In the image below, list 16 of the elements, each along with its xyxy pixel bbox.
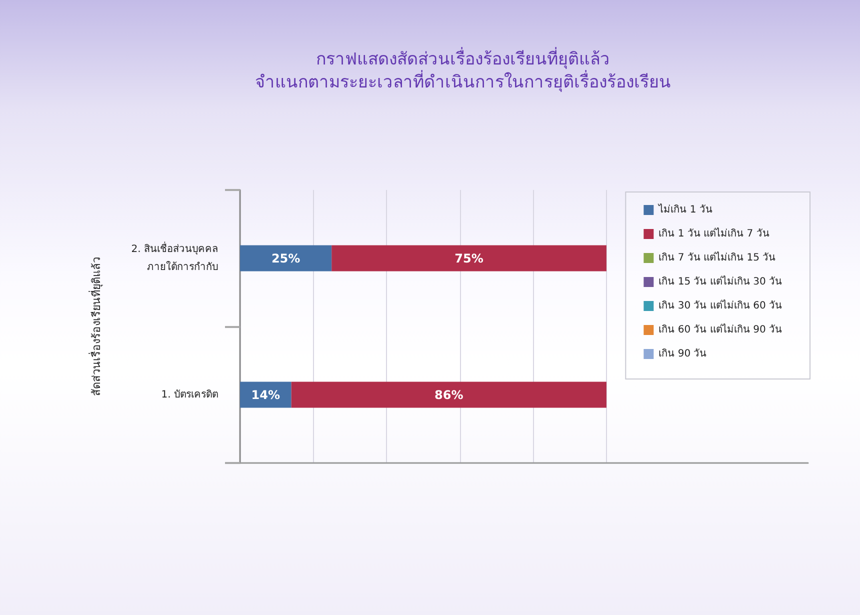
y-axis-title: สัดส่วนเรื่องร้องเรียนที่ยุติแล้ว — [88, 257, 103, 396]
legend-label: ไม่เกิน 1 วัน — [658, 204, 712, 216]
legend-label: เกิน 90 วัน — [658, 348, 707, 360]
data-label: 86% — [434, 388, 464, 402]
data-label: 14% — [251, 388, 280, 402]
legend-label: เกิน 30 วัน แต่ไม่เกิน 60 วัน — [658, 300, 782, 312]
y-tick-label: 1. บัตรเครดิต — [161, 389, 218, 400]
legend-label: เกิน 60 วัน แต่ไม่เกิน 90 วัน — [658, 324, 782, 336]
data-label: 25% — [271, 251, 300, 266]
y-tick-label: 2. สินเชื่อส่วนบุคคล ภายใต้การกำกับ — [131, 240, 218, 273]
legend-label: เกิน 1 วัน แต่ไม่เกิน 7 วัน — [658, 228, 770, 240]
legend-label: เกิน 7 วัน แต่ไม่เกิน 15 วัน — [658, 252, 776, 264]
legend-label: เกิน 15 วัน แต่ไม่เกิน 30 วัน — [658, 276, 782, 288]
data-label: 75% — [454, 251, 484, 266]
chart-subtitle: จำแนกตามระยะเวลาที่ดำเนินการในการยุติเรื่องร้องเรียน — [255, 70, 671, 92]
chart-title: กราฟแสดงสัดส่วนเรื่องร้องเรียนที่ยุติแล้ว — [316, 46, 610, 70]
